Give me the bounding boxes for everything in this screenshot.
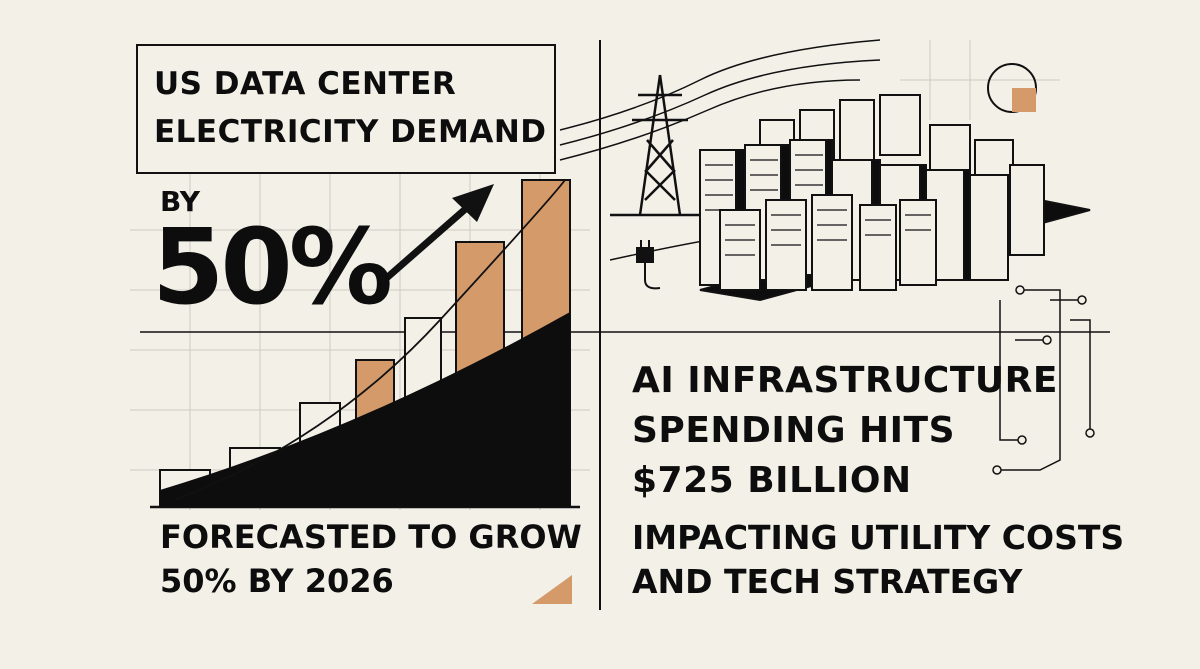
server-racks-graphic <box>699 94 1091 302</box>
title-line-1: US DATA CENTER <box>154 66 457 102</box>
right-title-line-1: AI INFRASTRUCTURE <box>632 360 1058 401</box>
circuit-traces <box>999 289 1091 471</box>
power-lines <box>559 39 881 261</box>
forecast-line-1: FORECASTED TO GROW <box>160 518 582 556</box>
growth-area <box>160 312 570 507</box>
big-percentage: 50% <box>152 206 393 328</box>
decorative-circle-icon <box>987 63 1037 113</box>
power-plug-icon <box>636 240 661 290</box>
circuit-nodes <box>992 285 1095 475</box>
title-box: US DATA CENTER ELECTRICITY DEMAND <box>136 44 556 174</box>
right-subtitle-line-1: IMPACTING UTILITY COSTS <box>632 518 1125 557</box>
right-title-line-3: $725 BILLION <box>632 460 912 501</box>
growth-arrow-icon <box>379 184 494 285</box>
right-subtitle-line-2: AND TECH STRATEGY <box>632 562 1023 601</box>
trend-curve <box>174 179 566 501</box>
forecast-line-2: 50% BY 2026 <box>160 562 394 600</box>
by-label: BY <box>160 185 201 218</box>
accent-triangle <box>532 575 572 604</box>
title-line-2: ELECTRICITY DEMAND <box>154 114 547 150</box>
right-title-line-2: SPENDING HITS <box>632 410 956 451</box>
